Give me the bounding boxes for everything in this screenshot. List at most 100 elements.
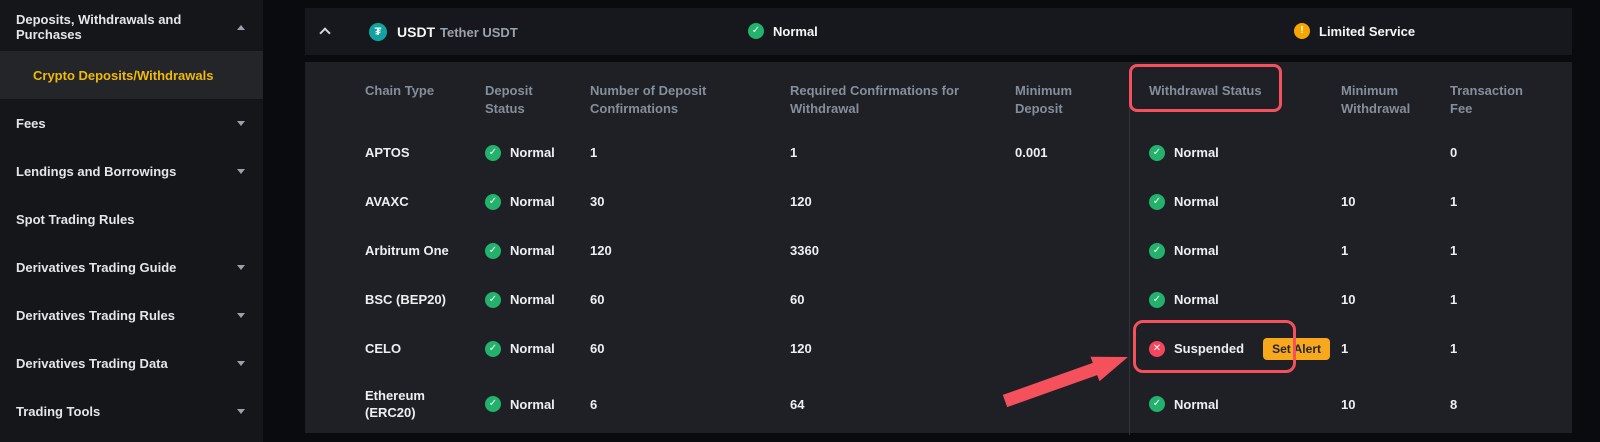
coin-accordion-header[interactable]: ₮ USDT Tether USDT ✓ Normal ! Limited Se… <box>305 8 1572 55</box>
deposit-overall-status-label: Normal <box>773 23 818 39</box>
withdrawal-status-label: Normal <box>1174 194 1219 209</box>
sidebar-item-derivatives-trading-guide[interactable]: Derivatives Trading Guide <box>0 243 263 291</box>
deposit-confirmations-value: 1 <box>590 145 598 160</box>
chain-status-table: Chain Type Deposit Status Number of Depo… <box>305 62 1572 435</box>
transaction-fee-value: 1 <box>1450 341 1458 356</box>
withdrawal-confirmations-value: 1 <box>790 145 798 160</box>
min-withdrawal-value: 10 <box>1341 194 1356 209</box>
check-circle-icon: ✓ <box>485 242 501 259</box>
sidebar-item-spot-trading-rules[interactable]: Spot Trading Rules <box>0 195 263 243</box>
table-row: APTOS ✓ Normal 1 1 0.001 ✓ Normal 0 <box>305 128 1572 177</box>
withdrawal-confirmations-value: 60 <box>790 292 805 307</box>
sidebar-item-fees[interactable]: Fees <box>0 99 263 147</box>
col-deposit-status: Deposit Status <box>485 83 533 116</box>
sidebar-item-deposits-withdrawals-purchases[interactable]: Deposits, Withdrawals and Purchases <box>0 3 263 51</box>
sidebar-item-trading-tools[interactable]: Trading Tools <box>0 387 263 435</box>
deposit-status-cell: ✓ Normal <box>485 291 590 308</box>
deposit-status-label: Normal <box>510 396 555 412</box>
chevron-up-icon <box>237 24 245 30</box>
col-min-deposit: Minimum Deposit <box>1015 83 1073 116</box>
sidebar-item-label: Derivatives Trading Rules <box>16 307 175 323</box>
sidebar: Deposits, Withdrawals and Purchases Cryp… <box>0 0 263 442</box>
withdrawal-status-cell: ✕ Suspended Set Alert <box>1129 324 1341 373</box>
sidebar-item-derivatives-trading-rules[interactable]: Derivatives Trading Rules <box>0 291 263 339</box>
min-withdrawal-value: 1 <box>1341 243 1349 258</box>
withdrawal-status-cell: ✓ Normal <box>1129 275 1341 324</box>
chain-name: AVAXC <box>365 194 409 209</box>
deposit-status-cell: ✓ Normal <box>485 193 590 210</box>
coin-name: Tether USDT <box>440 25 518 40</box>
deposit-status-cell: ✓ Normal <box>485 340 590 357</box>
withdrawal-status-label: Normal <box>1174 396 1219 412</box>
sidebar-item-label: Derivatives Trading Guide <box>16 259 177 275</box>
chain-name: CELO <box>365 341 402 356</box>
withdrawal-confirmations-value: 3360 <box>790 243 819 258</box>
check-circle-icon: ✓ <box>485 340 501 357</box>
check-circle-icon: ✓ <box>748 23 764 39</box>
col-withdrawal-status: Withdrawal Status <box>1129 82 1341 128</box>
min-withdrawal-value: 10 <box>1341 396 1356 412</box>
sidebar-item-crypto-deposits-withdrawals[interactable]: Crypto Deposits/Withdrawals <box>0 51 263 99</box>
chevron-down-icon <box>237 360 245 366</box>
set-alert-button[interactable]: Set Alert <box>1263 337 1330 360</box>
check-circle-icon: ✓ <box>485 291 501 308</box>
deposit-status-label: Normal <box>510 243 555 258</box>
deposit-status-label: Normal <box>510 194 555 209</box>
coin-symbol: USDT <box>397 24 436 40</box>
table-header-row: Chain Type Deposit Status Number of Depo… <box>305 62 1572 128</box>
check-circle-icon: ✓ <box>485 144 501 161</box>
collapse-chevron-icon[interactable] <box>319 27 331 39</box>
sidebar-item-derivatives-trading-data[interactable]: Derivatives Trading Data <box>0 339 263 387</box>
withdrawal-status-label: Suspended <box>1174 341 1245 356</box>
deposit-overall-status: ✓ Normal <box>748 23 818 39</box>
check-circle-icon: ✓ <box>1149 144 1165 161</box>
sidebar-item-lendings-borrowings[interactable]: Lendings and Borrowings <box>0 147 263 195</box>
col-transaction-fee: Transaction Fee <box>1450 83 1523 116</box>
min-withdrawal-value: 10 <box>1341 292 1356 307</box>
col-chain-type: Chain Type <box>365 83 435 98</box>
warning-circle-icon: ! <box>1294 23 1310 39</box>
withdrawal-status-cell: ✓ Normal <box>1129 177 1341 226</box>
chain-name: APTOS <box>365 145 410 160</box>
withdrawal-status-cell: ✓ Normal <box>1129 128 1341 177</box>
check-circle-icon: ✓ <box>1149 396 1165 412</box>
x-circle-icon: ✕ <box>1149 340 1165 357</box>
withdrawal-status-label: Normal <box>1174 145 1219 160</box>
chevron-down-icon <box>237 264 245 270</box>
chevron-down-icon <box>237 120 245 126</box>
deposit-status-label: Normal <box>510 341 555 356</box>
sidebar-item-label: Deposits, Withdrawals and Purchases <box>16 12 182 42</box>
sidebar-item-label: Fees <box>16 115 46 131</box>
col-deposit-confirmations: Number of Deposit Confirmations <box>590 83 707 116</box>
chevron-down-icon <box>237 408 245 414</box>
transaction-fee-value: 1 <box>1450 243 1458 258</box>
deposit-confirmations-value: 60 <box>590 292 605 307</box>
check-circle-icon: ✓ <box>1149 242 1165 259</box>
check-circle-icon: ✓ <box>485 396 501 412</box>
transaction-fee-value: 0 <box>1450 145 1458 160</box>
table-row: Ethereum (ERC20) ✓ Normal 6 64 ✓ Normal … <box>305 373 1572 435</box>
sidebar-item-label: Trading Tools <box>16 403 101 419</box>
sidebar-item-label: Spot Trading Rules <box>16 211 135 227</box>
deposit-status-cell: ✓ Normal <box>485 144 590 161</box>
chevron-down-icon <box>237 312 245 318</box>
deposit-confirmations-value: 30 <box>590 194 605 209</box>
deposit-status-label: Normal <box>510 145 555 160</box>
chain-name: Ethereum (ERC20) <box>365 388 425 420</box>
chevron-down-icon <box>237 168 245 174</box>
deposit-status-cell: ✓ Normal <box>485 396 590 412</box>
deposit-confirmations-value: 6 <box>590 396 598 412</box>
table-row: BSC (BEP20) ✓ Normal 60 60 ✓ Normal 10 1 <box>305 275 1572 324</box>
deposit-confirmations-value: 120 <box>590 243 612 258</box>
chain-name: Arbitrum One <box>365 243 449 258</box>
check-circle-icon: ✓ <box>485 193 501 210</box>
min-withdrawal-value: 1 <box>1341 341 1349 356</box>
table-row: CELO ✓ Normal 60 120 ✕ Suspended Set Ale… <box>305 324 1572 373</box>
transaction-fee-value: 1 <box>1450 292 1458 307</box>
transaction-fee-value: 1 <box>1450 194 1458 209</box>
sidebar-item-label: Crypto Deposits/Withdrawals <box>33 67 214 83</box>
col-min-withdrawal: Minimum Withdrawal <box>1341 83 1411 116</box>
tether-usdt-icon: ₮ <box>369 23 387 41</box>
withdrawal-status-cell: ✓ Normal <box>1129 226 1341 275</box>
withdrawal-overall-status: ! Limited Service <box>1294 23 1415 39</box>
